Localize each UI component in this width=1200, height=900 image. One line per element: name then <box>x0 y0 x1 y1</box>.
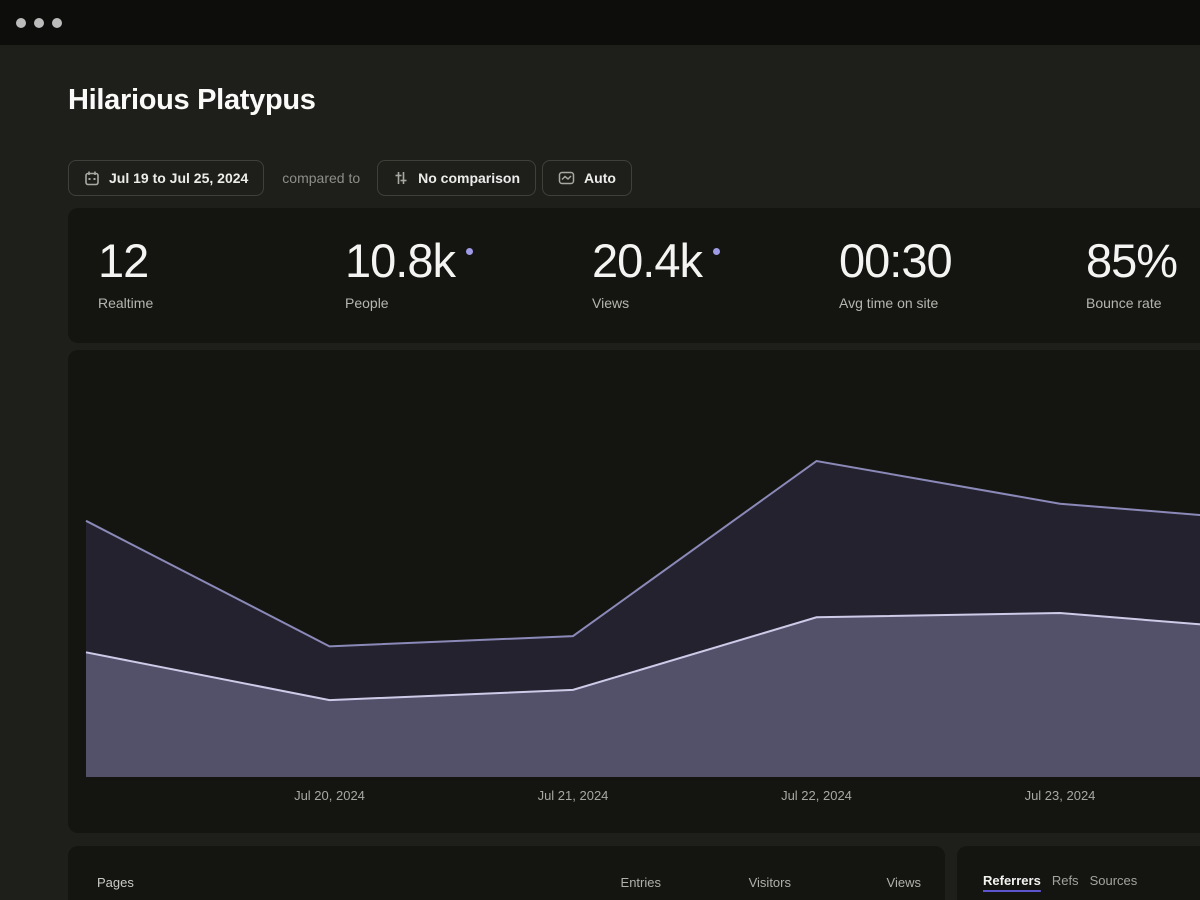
stat-realtime[interactable]: 12 Realtime <box>98 208 345 343</box>
stat-label: Bounce rate <box>1086 295 1162 312</box>
series-dot-icon <box>465 248 473 256</box>
comparison-button[interactable]: No comparison <box>377 160 537 196</box>
x-axis-label: Jul 21, 2024 <box>537 788 609 803</box>
column-header-entries[interactable]: Entries <box>620 875 661 890</box>
scale-auto-label: Auto <box>584 170 616 186</box>
scale-auto-button[interactable]: Auto <box>542 160 632 196</box>
referrers-panel: Referrers Refs Sources <box>957 846 1200 900</box>
controls-row: Jul 19 to Jul 25, 2024 compared to No co… <box>68 160 632 196</box>
stat-value: 85% <box>1086 234 1178 287</box>
stat-avg-time[interactable]: 00:30 Avg time on site <box>839 208 1086 343</box>
series-dot-icon <box>712 248 720 256</box>
page-title: Hilarious Platypus <box>68 84 316 116</box>
stat-label: People <box>345 295 389 312</box>
window-dot-icon[interactable] <box>52 18 62 28</box>
column-header-visitors[interactable]: Visitors <box>748 875 791 890</box>
line-people <box>85 612 1200 702</box>
traffic-chart-panel[interactable]: Jul 20, 2024 Jul 21, 2024 Jul 22, 2024 Jul … <box>68 350 1200 833</box>
stat-bounce-rate[interactable]: 85% Bounce rate <box>1086 208 1200 343</box>
pages-table-header: Pages Entries Visitors Views <box>68 846 945 890</box>
comparison-label: No comparison <box>418 170 521 186</box>
stat-value: 10.8k <box>345 236 592 285</box>
window-dot-icon[interactable] <box>16 18 26 28</box>
stats-panel: 12 Realtime 10.8k People 20.4k Views 00:… <box>68 208 1200 343</box>
stat-value: 12 <box>98 234 149 287</box>
tab-referrers[interactable]: Referrers <box>983 873 1041 888</box>
tab-sources[interactable]: Sources <box>1089 873 1138 888</box>
window-dot-icon[interactable] <box>34 18 44 28</box>
stat-label: Realtime <box>98 295 154 312</box>
stat-value: 00:30 <box>839 234 953 287</box>
x-axis-label: Jul 20, 2024 <box>294 788 365 803</box>
calendar-icon <box>85 171 99 186</box>
date-range-label: Jul 19 to Jul 25, 2024 <box>109 170 249 186</box>
tab-refs[interactable]: Refs <box>1051 873 1079 888</box>
stat-views[interactable]: 20.4k Views <box>592 208 839 343</box>
stat-label: Avg time on site <box>839 295 939 312</box>
window-titlebar <box>0 0 1200 45</box>
referrers-tabs: Referrers Refs Sources <box>957 846 1200 888</box>
sliders-icon <box>395 172 407 184</box>
stat-people[interactable]: 10.8k People <box>345 208 592 343</box>
area-people <box>86 613 1200 777</box>
compared-to-label: compared to <box>282 170 361 186</box>
x-axis-label: Jul 22, 2024 <box>781 788 852 803</box>
window-controls[interactable] <box>16 18 62 28</box>
line-views <box>85 459 1200 648</box>
column-header-views[interactable]: Views <box>886 875 921 890</box>
line-chart-icon <box>558 171 575 185</box>
stat-value: 20.4k <box>592 236 839 285</box>
date-range-button[interactable]: Jul 19 to Jul 25, 2024 <box>68 160 265 196</box>
traffic-chart[interactable] <box>68 350 1200 833</box>
pages-table-title: Pages <box>97 875 134 890</box>
pages-panel: Pages Entries Visitors Views <box>68 846 945 900</box>
stat-label: Views <box>592 295 630 312</box>
x-axis-label: Jul 23, 2024 <box>1024 788 1096 803</box>
